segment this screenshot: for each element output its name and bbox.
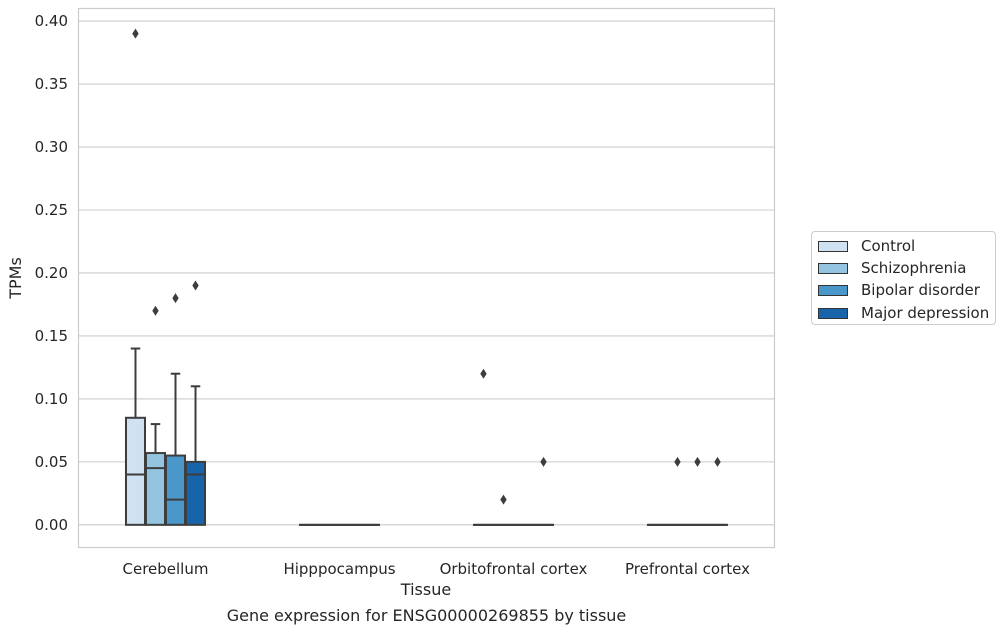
outlier-point xyxy=(192,280,199,291)
box xyxy=(165,454,187,526)
box-group xyxy=(185,280,207,526)
x-axis-label: Tissue xyxy=(400,580,451,599)
outlier-point xyxy=(714,456,721,467)
box-group xyxy=(707,456,729,526)
box-group xyxy=(492,494,514,526)
outlier-point xyxy=(480,368,487,379)
legend-swatch-bipolar-disorder xyxy=(818,284,848,296)
legend-item-schizophrenia: Schizophrenia xyxy=(818,259,966,277)
x-tick-label: Cerebellum xyxy=(123,560,209,578)
legend-item-major-depression: Major depression xyxy=(818,304,989,322)
y-tick-label: 0.15 xyxy=(35,327,68,345)
box-group xyxy=(472,368,494,526)
legend-item-control: Control xyxy=(818,237,915,255)
legend-swatch-control xyxy=(818,240,848,252)
legend: Control Schizophrenia Bipolar disorder M… xyxy=(811,231,996,325)
x-tick-label: Orbitofrontal cortex xyxy=(440,560,588,578)
legend-swatch-major-depression xyxy=(818,307,848,319)
y-axis-label: TPMs xyxy=(6,257,25,300)
box-group xyxy=(165,293,187,526)
outlier-point xyxy=(172,293,179,304)
y-tick-label: 0.35 xyxy=(35,75,68,93)
y-tick-label: 0.40 xyxy=(35,12,68,30)
box xyxy=(185,460,207,526)
y-axis-ticks: 0.00 0.05 0.10 0.15 0.20 0.25 0.30 0.35 0.40 xyxy=(35,12,68,534)
box-series xyxy=(124,28,729,526)
outlier-point xyxy=(132,28,139,39)
y-tick-label: 0.20 xyxy=(35,264,68,282)
box-group xyxy=(124,28,146,526)
y-tick-label: 0.25 xyxy=(35,201,68,219)
outlier-point xyxy=(674,456,681,467)
outlier-point xyxy=(152,305,159,316)
x-axis-ticks: Cerebellum Hipppocampus Orbitofrontal cort… xyxy=(123,560,751,578)
box-group xyxy=(666,456,688,526)
box-group xyxy=(687,456,709,526)
box xyxy=(124,416,146,526)
gridlines xyxy=(78,20,775,526)
figure-caption: Gene expression for ENSG00000269855 by t… xyxy=(226,606,627,625)
plot-area-frame xyxy=(77,7,776,549)
x-tick-label: Hipppocampus xyxy=(283,560,395,578)
x-tick-label: Prefrontal cortex xyxy=(625,560,750,578)
outlier-point xyxy=(500,494,507,505)
legend-item-bipolar-disorder: Bipolar disorder xyxy=(818,281,980,299)
box-group xyxy=(533,456,555,526)
legend-label-control: Control xyxy=(861,237,916,255)
legend-label-schizophrenia: Schizophrenia xyxy=(861,259,967,277)
box-group xyxy=(144,305,166,526)
y-tick-label: 0.00 xyxy=(35,516,68,534)
outlier-point xyxy=(540,456,547,467)
outlier-point xyxy=(694,456,701,467)
legend-label-bipolar-disorder: Bipolar disorder xyxy=(861,281,980,299)
y-tick-label: 0.30 xyxy=(35,138,68,156)
box xyxy=(144,452,166,526)
legend-swatch-schizophrenia xyxy=(818,262,848,274)
legend-label-major-depression: Major depression xyxy=(861,304,990,322)
y-tick-label: 0.05 xyxy=(35,453,68,471)
y-tick-label: 0.10 xyxy=(35,390,68,408)
